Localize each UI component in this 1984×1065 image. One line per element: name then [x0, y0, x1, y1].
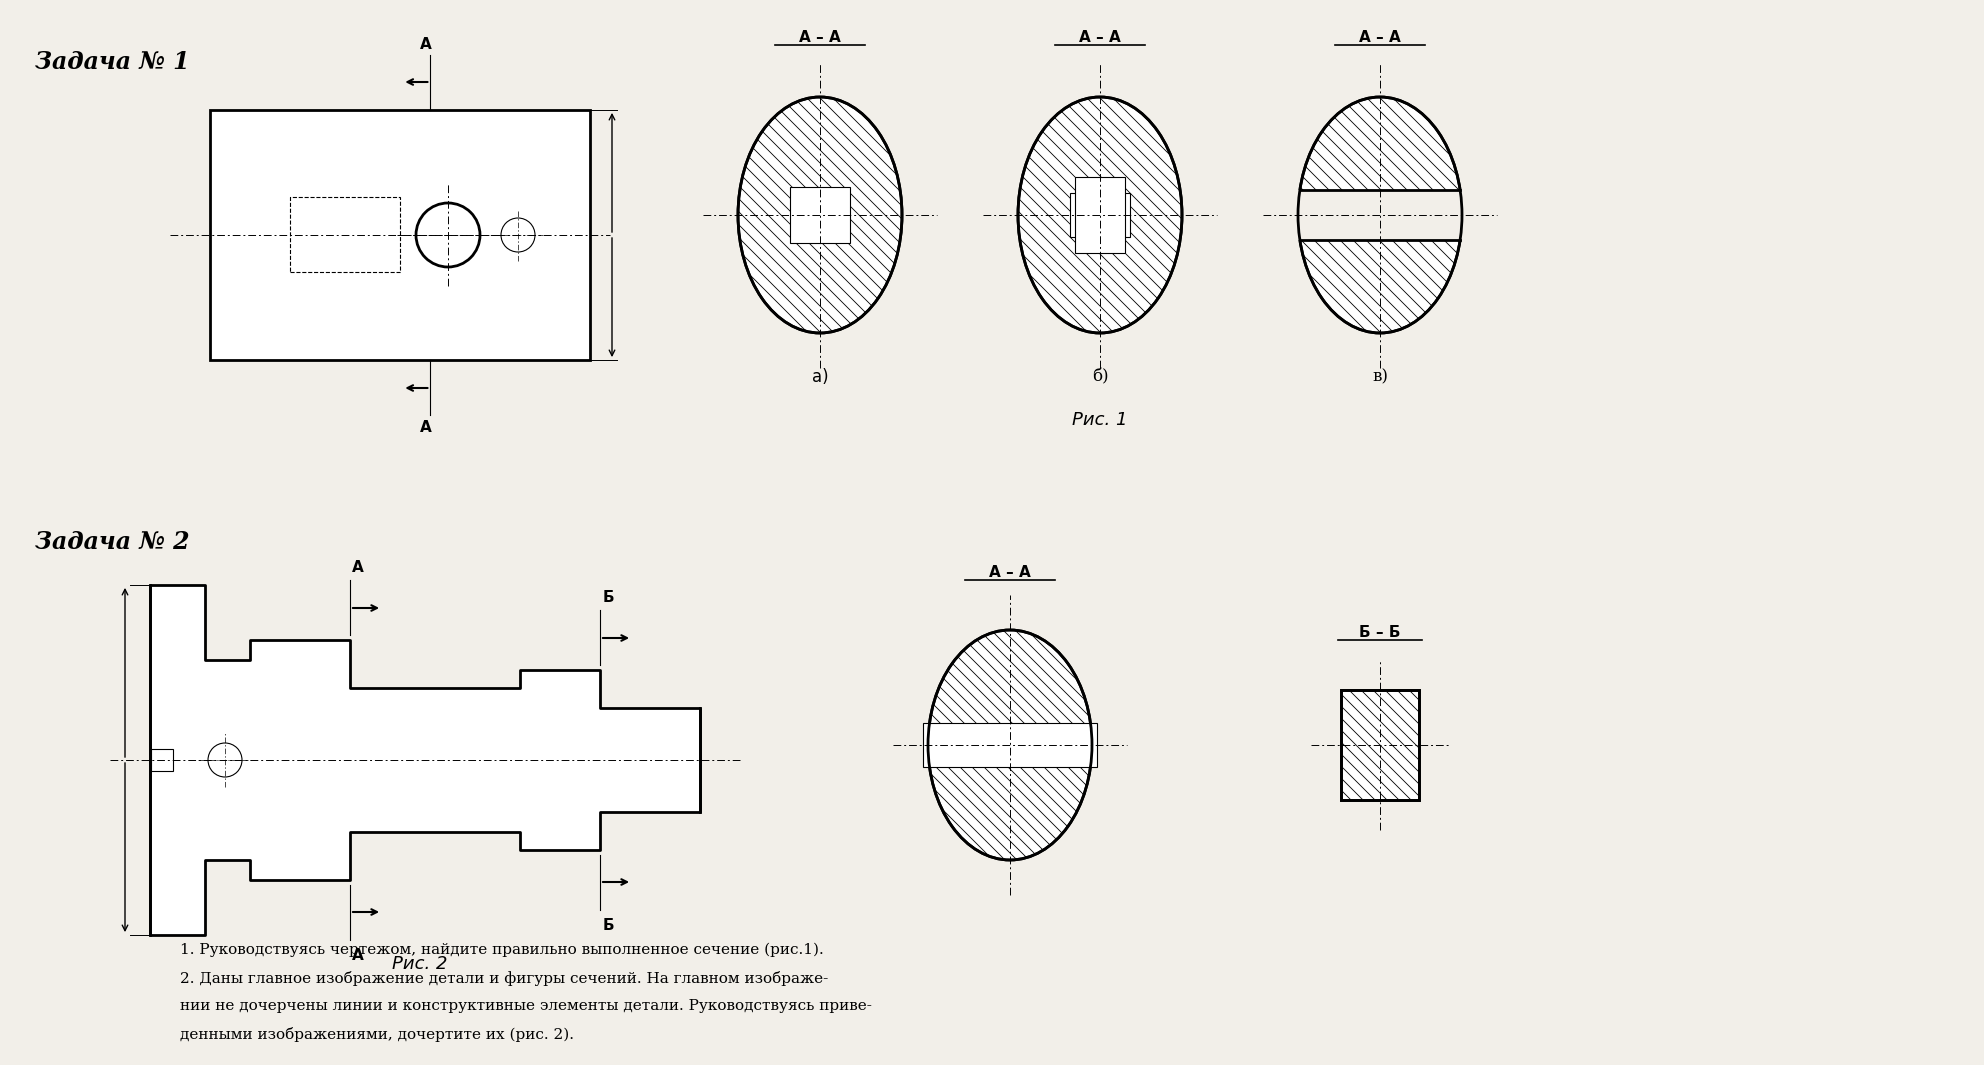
Text: денными изображениями, дочертите их (рис. 2).: денными изображениями, дочертите их (рис… — [181, 1027, 573, 1042]
Text: А: А — [351, 560, 363, 575]
Bar — [790, 186, 849, 243]
Text: А: А — [351, 948, 363, 963]
Text: А – А: А – А — [800, 30, 841, 45]
Text: Б: Б — [603, 918, 613, 933]
Ellipse shape — [929, 630, 1091, 861]
Bar — [210, 110, 589, 360]
Text: Рис. 2: Рис. 2 — [393, 955, 448, 973]
Text: Задача № 1: Задача № 1 — [36, 50, 190, 73]
Text: а): а) — [811, 368, 827, 386]
Text: Рис. 1: Рис. 1 — [1071, 411, 1127, 429]
Text: А: А — [419, 37, 431, 52]
Ellipse shape — [738, 97, 903, 333]
Bar — [1071, 193, 1129, 237]
Ellipse shape — [1018, 97, 1182, 333]
Polygon shape — [151, 585, 700, 935]
Bar — [1341, 690, 1419, 800]
Bar — [290, 197, 401, 273]
Bar — [151, 749, 173, 771]
Text: 2. Даны главное изображение детали и фигуры сечений. На главном изображе-: 2. Даны главное изображение детали и фиг… — [181, 971, 827, 986]
Text: А – А: А – А — [990, 566, 1032, 580]
Bar — [1294, 191, 1466, 240]
Text: Б – Б: Б – Б — [1359, 625, 1401, 640]
Bar — [1075, 177, 1125, 253]
Text: нии не дочерчены линии и конструктивные элементы детали. Руководствуясь приве-: нии не дочерчены линии и конструктивные … — [181, 999, 871, 1013]
Text: Б: Б — [603, 590, 613, 605]
Bar — [1341, 690, 1419, 800]
Text: б): б) — [1091, 368, 1109, 386]
Text: А – А: А – А — [1079, 30, 1121, 45]
Text: А – А: А – А — [1359, 30, 1401, 45]
Text: Задача № 2: Задача № 2 — [36, 530, 190, 554]
Ellipse shape — [1298, 97, 1462, 333]
Text: А: А — [419, 420, 431, 435]
Text: 1. Руководствуясь чертежом, найдите правильно выполненное сечение (рис.1).: 1. Руководствуясь чертежом, найдите прав… — [181, 943, 823, 957]
Bar — [923, 723, 1097, 767]
Text: в): в) — [1373, 368, 1389, 386]
